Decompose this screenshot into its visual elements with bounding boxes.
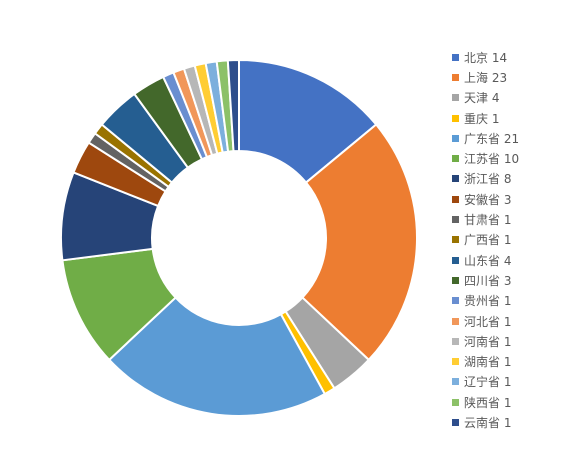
legend-swatch [452, 358, 459, 366]
legend-swatch [452, 134, 459, 142]
legend-label: 北京 14 [464, 50, 508, 65]
legend-item: 北京 14 [452, 47, 519, 67]
legend-item: 湖南省 1 [452, 351, 519, 371]
legend-item: 广东省 21 [452, 128, 519, 148]
legend-label: 陕西省 1 [464, 395, 512, 410]
legend-swatch [452, 337, 459, 345]
legend-item: 河北省 1 [452, 311, 519, 331]
legend-label: 贵州省 1 [464, 294, 512, 309]
legend-label: 江苏省 10 [464, 152, 520, 167]
legend-label: 重庆 1 [464, 111, 500, 126]
legend-swatch [452, 53, 459, 61]
legend-item: 天津 4 [452, 88, 519, 108]
legend-swatch [452, 114, 459, 122]
legend-swatch [452, 276, 459, 284]
legend-item: 云南省 1 [452, 412, 519, 432]
legend-label: 安徽省 3 [464, 192, 512, 207]
legend-item: 贵州省 1 [452, 291, 519, 311]
legend-label: 辽宁省 1 [464, 375, 512, 390]
legend-swatch [452, 236, 459, 244]
legend-label: 云南省 1 [464, 415, 512, 430]
legend-item: 山东省 4 [452, 250, 519, 270]
legend-item: 四川省 3 [452, 270, 519, 290]
legend-label: 甘肃省 1 [464, 213, 512, 228]
legend-label: 广西省 1 [464, 233, 512, 248]
legend-label: 湖南省 1 [464, 355, 512, 370]
legend-item: 江苏省 10 [452, 148, 519, 168]
legend-swatch [452, 94, 459, 102]
legend-swatch [452, 216, 459, 224]
legend-swatch [452, 317, 459, 325]
slice-1 [301, 123, 418, 362]
legend-item: 安徽省 3 [452, 189, 519, 209]
legend-label: 天津 4 [464, 91, 500, 106]
legend-swatch [452, 418, 459, 426]
legend-item: 浙江省 8 [452, 169, 519, 189]
legend-item: 陕西省 1 [452, 392, 519, 412]
slice-4 [107, 296, 327, 417]
legend-swatch [452, 155, 459, 163]
legend-item: 河南省 1 [452, 331, 519, 351]
legend-item: 甘肃省 1 [452, 209, 519, 229]
legend-item: 重庆 1 [452, 108, 519, 128]
legend-label: 浙江省 8 [464, 172, 512, 187]
legend-swatch [452, 195, 459, 203]
legend-label: 上海 23 [464, 70, 508, 85]
legend-item: 上海 23 [452, 67, 519, 87]
legend-swatch [452, 175, 459, 183]
legend-label: 四川省 3 [464, 273, 512, 288]
legend-item: 广西省 1 [452, 230, 519, 250]
chart-legend: 北京 14 上海 23 天津 4 重庆 1 广东省 21 江苏省 10 浙江省 8 安徽省 3… [452, 47, 519, 433]
slice-18 [226, 58, 240, 153]
legend-swatch [452, 256, 459, 264]
legend-swatch [452, 378, 459, 386]
legend-swatch [452, 73, 459, 81]
legend-label: 山东省 4 [464, 253, 512, 268]
legend-label: 河北省 1 [464, 314, 512, 329]
legend-label: 河南省 1 [464, 334, 512, 349]
legend-swatch [452, 398, 459, 406]
legend-item: 辽宁省 1 [452, 372, 519, 392]
legend-label: 广东省 21 [464, 131, 520, 146]
legend-swatch [452, 297, 459, 305]
